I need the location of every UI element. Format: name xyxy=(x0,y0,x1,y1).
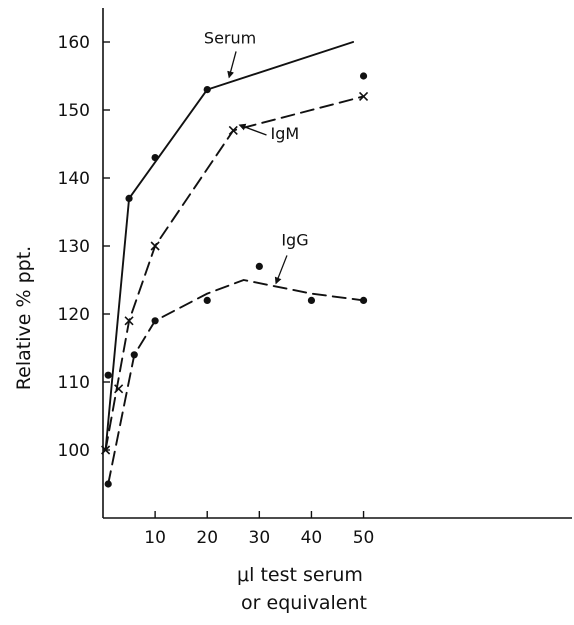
series-markers xyxy=(101,72,369,488)
annotation-arrow-igg xyxy=(274,255,288,285)
annotations: Serum IgM IgG xyxy=(204,28,309,285)
x-tick-label-20: 20 xyxy=(196,528,218,548)
x-tick-label-30: 30 xyxy=(249,528,271,548)
annotation-arrow-serum xyxy=(227,51,237,79)
x-axis-title-line-2: or equivalent xyxy=(241,592,367,614)
point-igg-4 xyxy=(255,262,263,270)
y-axis-title: Relative % ppt. xyxy=(13,246,35,390)
point-serum-3 xyxy=(203,86,211,94)
annotation-arrow-igm xyxy=(238,123,267,136)
series-line-igg xyxy=(107,279,365,485)
series-lines xyxy=(104,41,365,485)
point-serum-0 xyxy=(104,371,112,379)
y-tick-label-140: 140 xyxy=(58,169,90,189)
annotation-label-igg: IgG xyxy=(281,230,308,249)
annotation-label-serum: Serum xyxy=(204,28,256,47)
x-tick-label-40: 40 xyxy=(301,528,323,548)
series-line-serum xyxy=(104,41,355,451)
point-serum-1 xyxy=(125,194,133,202)
axes xyxy=(102,8,572,519)
x-tick-label-50: 50 xyxy=(353,528,375,548)
point-serum-2 xyxy=(151,154,159,162)
x-tick-label-10: 10 xyxy=(144,528,166,548)
point-igg-5 xyxy=(307,296,316,304)
point-igg-1 xyxy=(130,351,138,359)
y-tick-label-120: 120 xyxy=(58,305,90,325)
series-line-igm xyxy=(104,95,365,451)
ticks: 100 110 120 130 140 150 160 10 20 30 40 50 xyxy=(58,33,375,548)
point-igm-0 xyxy=(101,445,111,455)
point-serum-4 xyxy=(359,72,368,80)
point-igm-1 xyxy=(114,384,124,394)
y-tick-label-100: 100 xyxy=(58,441,90,461)
y-tick-label-150: 150 xyxy=(58,101,90,121)
y-tick-label-160: 160 xyxy=(58,33,90,53)
x-axis-title-line-1: μl test serum xyxy=(237,564,363,586)
point-igg-2 xyxy=(151,317,159,325)
y-tick-label-110: 110 xyxy=(58,373,90,393)
point-igm-3 xyxy=(150,241,160,251)
point-igm-5 xyxy=(358,91,369,101)
point-igm-2 xyxy=(124,316,134,326)
point-igg-3 xyxy=(203,296,211,304)
point-igg-0 xyxy=(104,480,112,488)
point-igg-6 xyxy=(359,296,368,304)
point-igm-4 xyxy=(228,125,238,135)
annotation-label-igm: IgM xyxy=(270,124,299,143)
y-tick-label-130: 130 xyxy=(58,237,90,257)
